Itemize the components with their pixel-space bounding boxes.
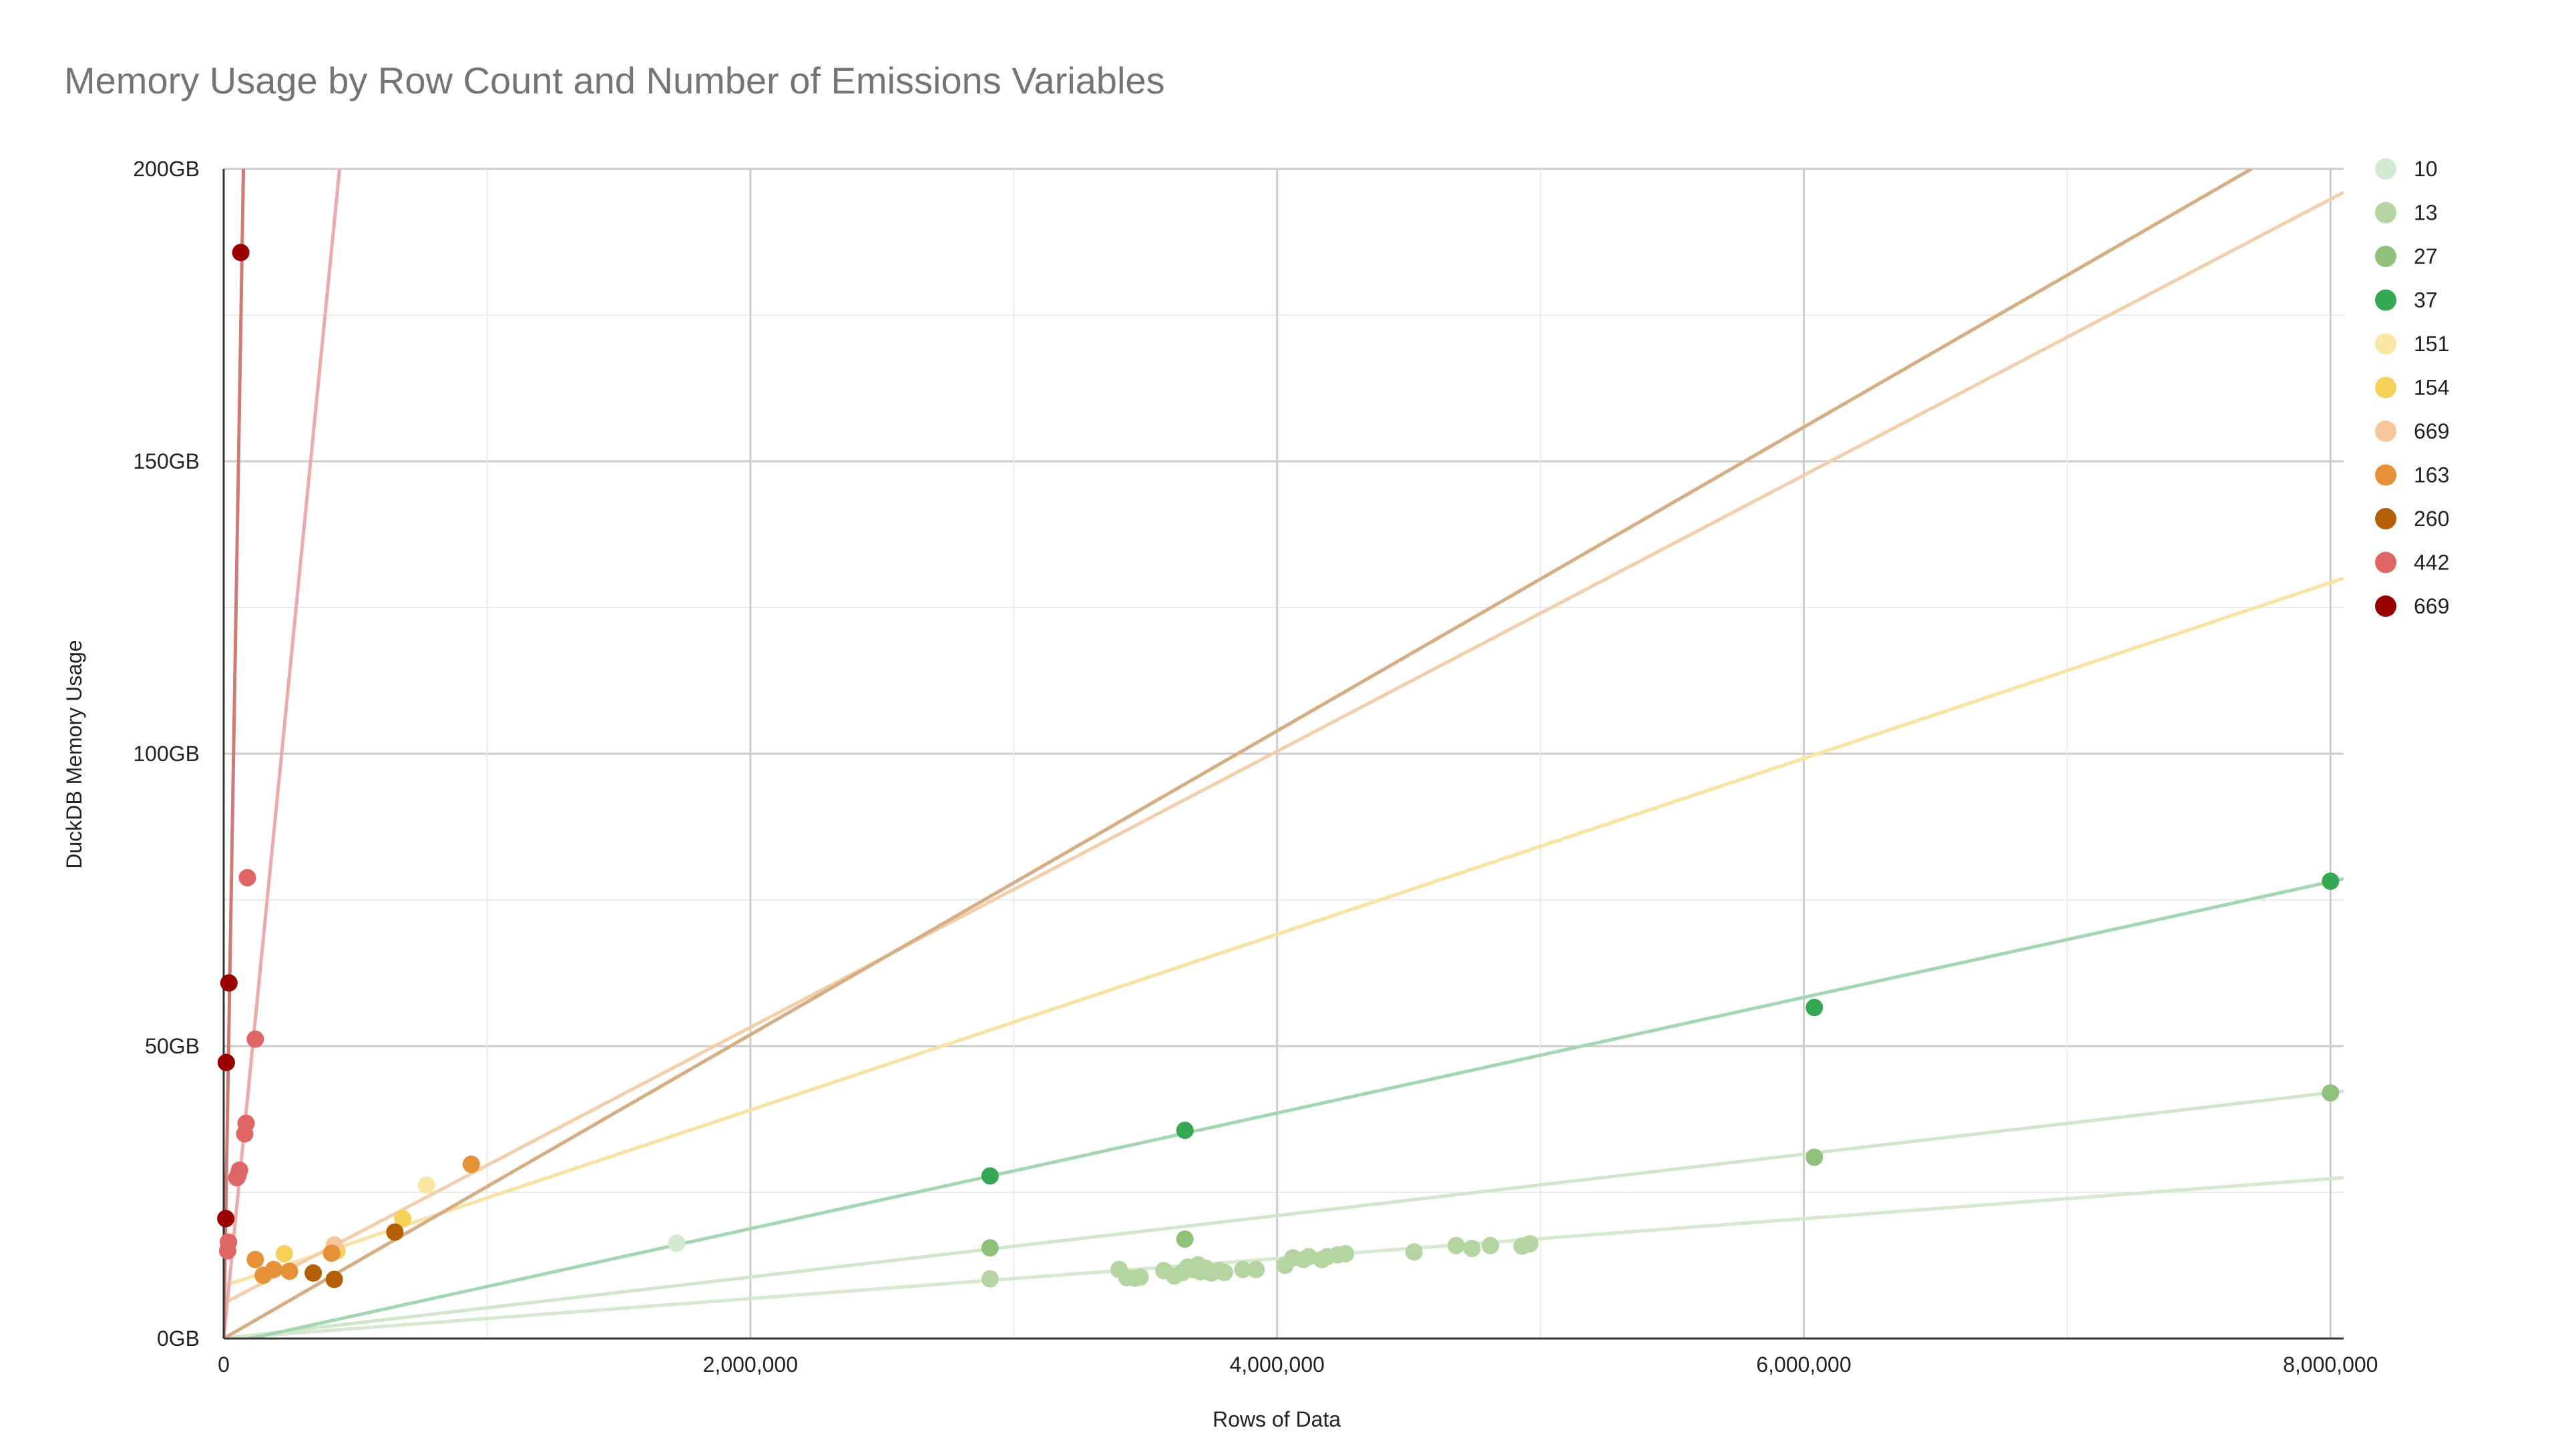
chart-title: Memory Usage by Row Count and Number of … bbox=[64, 59, 1165, 101]
data-point-669 bbox=[217, 1210, 235, 1228]
data-point-37 bbox=[1805, 999, 1824, 1017]
grid-lines bbox=[224, 168, 2344, 1339]
y-tick-label: 50GB bbox=[145, 1034, 200, 1058]
trendline-37 bbox=[242, 877, 2344, 1339]
data-point-27 bbox=[1805, 1148, 1824, 1166]
legend-label-154: 154 bbox=[2414, 376, 2449, 400]
trendline-442 bbox=[224, 169, 342, 1339]
y-axis-title: DuckDB Memory Usage bbox=[62, 640, 86, 869]
x-tick-label: 4,000,000 bbox=[1229, 1353, 1324, 1377]
data-point-13 bbox=[1482, 1236, 1500, 1254]
data-point-260 bbox=[386, 1223, 404, 1241]
y-tick-label: 0GB bbox=[157, 1326, 200, 1351]
legend-marker-10 bbox=[2375, 158, 2396, 180]
data-point-154 bbox=[275, 1244, 293, 1262]
legend-label-260: 260 bbox=[2414, 507, 2449, 531]
data-point-163 bbox=[246, 1250, 264, 1268]
axes bbox=[222, 169, 2344, 1340]
legend-marker-13 bbox=[2375, 202, 2396, 224]
data-point-151 bbox=[417, 1176, 435, 1194]
data-point-13 bbox=[1131, 1268, 1149, 1286]
legend-marker-27 bbox=[2375, 246, 2396, 267]
legend-marker-154 bbox=[2375, 377, 2396, 399]
data-point-669 bbox=[220, 974, 238, 992]
data-point-13 bbox=[1234, 1260, 1252, 1278]
legend-marker-37 bbox=[2375, 289, 2396, 311]
trendline-154 bbox=[224, 576, 2344, 1288]
data-point-13 bbox=[1521, 1235, 1539, 1253]
x-tick-label: 6,000,000 bbox=[1756, 1353, 1851, 1377]
legend-marker-669 bbox=[2375, 595, 2396, 617]
trendlines bbox=[224, 169, 2344, 1339]
legend-label-163: 163 bbox=[2414, 463, 2449, 487]
data-point-442 bbox=[237, 1114, 255, 1132]
legend-label-442: 442 bbox=[2414, 551, 2449, 575]
data-point-163 bbox=[323, 1244, 341, 1262]
legend-marker-669 bbox=[2375, 421, 2396, 442]
legend-marker-442 bbox=[2375, 551, 2396, 573]
data-point-154 bbox=[394, 1210, 412, 1228]
x-tick-label: 0 bbox=[218, 1353, 230, 1377]
data-point-260 bbox=[304, 1264, 323, 1282]
legend-label-13: 13 bbox=[2414, 201, 2438, 225]
data-point-442 bbox=[230, 1161, 248, 1179]
legend-marker-260 bbox=[2375, 508, 2396, 529]
data-point-13 bbox=[1247, 1260, 1265, 1278]
data-point-13 bbox=[1463, 1240, 1481, 1258]
y-tick-label: 100GB bbox=[133, 742, 200, 766]
data-point-37 bbox=[1176, 1122, 1194, 1140]
legend-label-27: 27 bbox=[2414, 244, 2438, 268]
x-tick-label: 8,000,000 bbox=[2283, 1353, 2378, 1377]
legend-marker-151 bbox=[2375, 333, 2396, 354]
data-points bbox=[217, 244, 2340, 1288]
legend: 10 13 27 37 151 154 669 163 260 442 669 bbox=[2375, 157, 2449, 618]
data-point-669 bbox=[232, 244, 250, 262]
trendline-669 bbox=[224, 169, 246, 1339]
legend-label-151: 151 bbox=[2414, 332, 2449, 356]
y-tick-label: 150GB bbox=[133, 449, 200, 473]
data-point-13 bbox=[981, 1270, 999, 1288]
data-point-37 bbox=[2322, 872, 2340, 890]
data-point-27 bbox=[2322, 1084, 2340, 1102]
trendline-669 bbox=[224, 190, 2344, 1305]
data-point-27 bbox=[1176, 1230, 1194, 1248]
data-point-163 bbox=[462, 1155, 480, 1173]
data-point-13 bbox=[1299, 1248, 1317, 1266]
legend-label-669: 669 bbox=[2414, 419, 2449, 443]
legend-label-37: 37 bbox=[2414, 288, 2438, 312]
legend-label-10: 10 bbox=[2414, 157, 2438, 181]
trendline-27 bbox=[224, 1089, 2344, 1339]
data-point-442 bbox=[238, 869, 256, 887]
tick-labels: 0GB 50GB 100GB 150GB 200GB 0 2,000,000 4,000,00… bbox=[133, 157, 2378, 1377]
data-point-163 bbox=[280, 1262, 298, 1280]
data-point-442 bbox=[220, 1233, 238, 1251]
x-tick-label: 2,000,000 bbox=[703, 1353, 798, 1377]
data-point-669 bbox=[217, 1053, 235, 1071]
data-point-442 bbox=[246, 1030, 264, 1048]
data-point-163 bbox=[264, 1260, 282, 1278]
y-tick-label: 200GB bbox=[133, 157, 200, 181]
data-point-260 bbox=[325, 1270, 343, 1288]
legend-label-669: 669 bbox=[2414, 594, 2449, 618]
data-point-10 bbox=[668, 1234, 686, 1252]
data-point-13 bbox=[1215, 1264, 1233, 1282]
data-point-13 bbox=[1405, 1243, 1423, 1261]
legend-marker-163 bbox=[2375, 464, 2396, 486]
data-point-27 bbox=[981, 1239, 999, 1257]
data-point-13 bbox=[1337, 1244, 1355, 1262]
x-axis-title: Rows of Data bbox=[1213, 1407, 1341, 1431]
data-point-37 bbox=[981, 1167, 999, 1185]
trendline-260 bbox=[224, 169, 2253, 1339]
data-point-13 bbox=[1447, 1236, 1465, 1254]
